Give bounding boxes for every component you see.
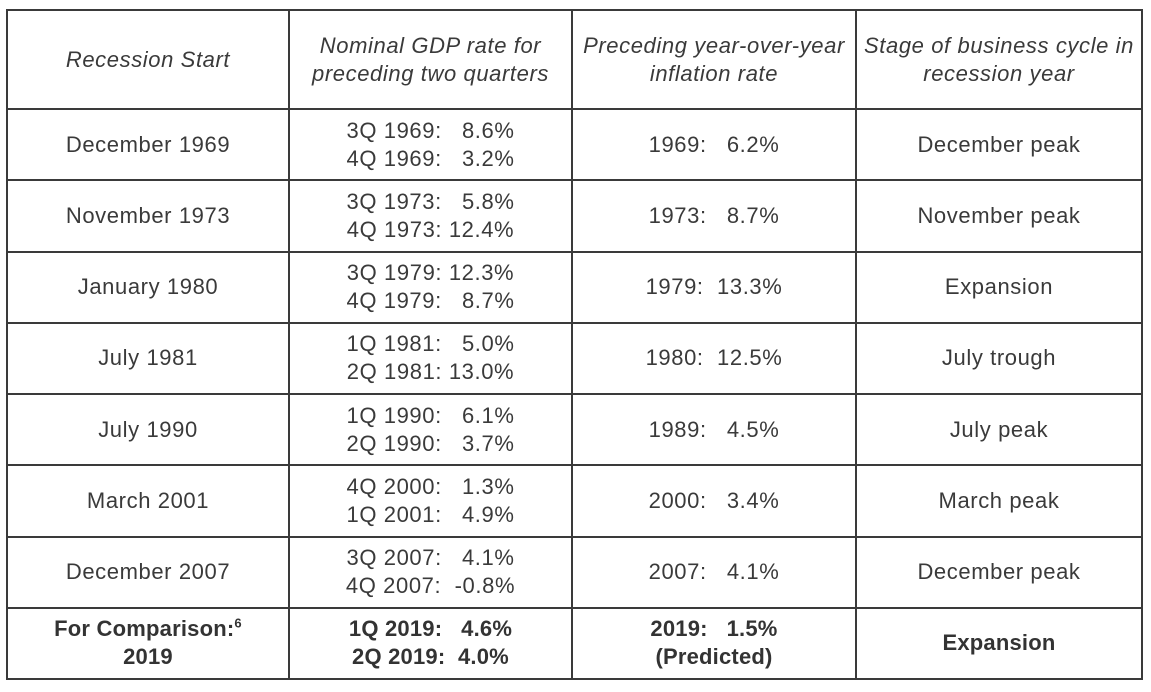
inflation-value: 2000: 3.4% (648, 487, 780, 513)
header-nominal-gdp: Nominal GDP rate for preceding two quart… (288, 9, 573, 110)
gdp-cell: 3Q 1969: 8.6% 4Q 1969: 3.2% (288, 107, 573, 182)
inflation-value: 2007: 4.1% (648, 559, 780, 585)
table-row: January 1980 3Q 1979: 12.3% 4Q 1979: 8.7% 1… (6, 250, 1143, 324)
table-body: December 1969 3Q 1969: 8.6% 4Q 1969: 3.2% 1… (6, 107, 1143, 609)
gdp-line2: 1Q 2001: 4.9% (346, 501, 515, 527)
recession-start-cell: December 1969 (6, 107, 290, 182)
business-cycle-stage-cell: March peak (855, 464, 1143, 538)
gdp-cell: 3Q 1973: 5.8% 4Q 1973: 12.4% (288, 179, 573, 253)
recession-start-cell: March 2001 (6, 464, 290, 538)
inflation-value: 1989: 4.5% (648, 416, 780, 442)
gdp-line1: 1Q 1990: 6.1% (346, 402, 515, 428)
recession-start-cell: November 1973 (6, 179, 290, 253)
inflation-cell: 1989: 4.5% (571, 392, 857, 467)
gdp-line2: 4Q 1979: 8.7% (346, 288, 515, 314)
header-recession-start: Recession Start (6, 9, 290, 110)
business-cycle-stage-cell: December peak (855, 535, 1143, 609)
business-cycle-stage-cell: Expansion (855, 250, 1143, 324)
comparison-inflation-line1: 2019: 1.5% (650, 616, 778, 642)
gdp-line1: 3Q 1979: 12.3% (346, 260, 515, 286)
inflation-value: 1979: 13.3% (645, 274, 783, 300)
recession-table-container: Recession Start Nominal GDP rate for pre… (6, 9, 1143, 681)
recession-start-cell: July 1990 (6, 392, 290, 467)
inflation-value: 1973: 8.7% (648, 202, 780, 228)
inflation-cell: 1973: 8.7% (571, 179, 857, 253)
comparison-inflation-line2: (Predicted) (655, 644, 773, 670)
gdp-line2: 2Q 1990: 3.7% (346, 430, 515, 456)
comparison-body: For Comparison:6 2019 1Q 2019: 4.6% 2Q 2… (6, 606, 1143, 681)
inflation-cell: 1980: 12.5% (571, 321, 857, 396)
gdp-line1: 1Q 1981: 5.0% (346, 331, 515, 357)
header-inflation-rate: Preceding year-over-year inflation rate (571, 9, 857, 110)
gdp-line2: 4Q 1973: 12.4% (346, 216, 515, 242)
comparison-gdp-cell: 1Q 2019: 4.6% 2Q 2019: 4.0% (288, 606, 573, 681)
inflation-cell: 1979: 13.3% (571, 250, 857, 324)
comparison-start-year: 2019 (123, 644, 173, 670)
inflation-cell: 1969: 6.2% (571, 107, 857, 182)
gdp-line2: 2Q 1981: 13.0% (346, 359, 515, 385)
gdp-line2: 4Q 1969: 3.2% (346, 145, 515, 171)
header-business-cycle-stage: Stage of business cycle in recession yea… (855, 9, 1143, 110)
gdp-cell: 1Q 1990: 6.1% 2Q 1990: 3.7% (288, 392, 573, 467)
gdp-line2: 4Q 2007: -0.8% (345, 573, 516, 599)
business-cycle-stage-cell: July peak (855, 392, 1143, 467)
recession-start-cell: December 2007 (6, 535, 290, 609)
business-cycle-stage-cell: December peak (855, 107, 1143, 182)
inflation-cell: 2000: 3.4% (571, 464, 857, 538)
table-row: July 1981 1Q 1981: 5.0% 2Q 1981: 13.0% 1980… (6, 321, 1143, 396)
business-cycle-stage-cell: November peak (855, 179, 1143, 253)
comparison-start-cell: For Comparison:6 2019 (6, 606, 290, 681)
inflation-value: 1980: 12.5% (645, 345, 783, 371)
gdp-cell: 3Q 2007: 4.1% 4Q 2007: -0.8% (288, 535, 573, 609)
footnote-marker: 6 (234, 616, 242, 632)
gdp-line1: 3Q 1973: 5.8% (346, 188, 515, 214)
inflation-value: 1969: 6.2% (648, 131, 780, 157)
comparison-row: For Comparison:6 2019 1Q 2019: 4.6% 2Q 2… (6, 606, 1143, 681)
table-row: December 1969 3Q 1969: 8.6% 4Q 1969: 3.2% 1… (6, 107, 1143, 182)
table-row: July 1990 1Q 1990: 6.1% 2Q 1990: 3.7% 1989:… (6, 392, 1143, 467)
comparison-stage-cell: Expansion (855, 606, 1143, 681)
comparison-inflation-cell: 2019: 1.5% (Predicted) (571, 606, 857, 681)
gdp-cell: 3Q 1979: 12.3% 4Q 1979: 8.7% (288, 250, 573, 324)
comparison-gdp-line2: 2Q 2019: 4.0% (352, 644, 509, 670)
table-row: November 1973 3Q 1973: 5.8% 4Q 1973: 12.4%… (6, 179, 1143, 253)
recession-start-cell: January 1980 (6, 250, 290, 324)
recession-comparison-table: Recession Start Nominal GDP rate for pre… (6, 9, 1143, 681)
table-row: March 2001 4Q 2000: 1.3% 1Q 2001: 4.9% 2000… (6, 464, 1143, 538)
gdp-line1: 4Q 2000: 1.3% (346, 473, 515, 499)
business-cycle-stage-cell: July trough (855, 321, 1143, 396)
gdp-line1: 3Q 2007: 4.1% (346, 545, 515, 571)
gdp-line1: 3Q 1969: 8.6% (346, 117, 515, 143)
table-row: December 2007 3Q 2007: 4.1% 4Q 2007: -0.8%… (6, 535, 1143, 609)
recession-start-cell: July 1981 (6, 321, 290, 396)
gdp-cell: 1Q 1981: 5.0% 2Q 1981: 13.0% (288, 321, 573, 396)
gdp-cell: 4Q 2000: 1.3% 1Q 2001: 4.9% (288, 464, 573, 538)
inflation-cell: 2007: 4.1% (571, 535, 857, 609)
comparison-gdp-line1: 1Q 2019: 4.6% (348, 616, 513, 642)
comparison-start-label: For Comparison: (54, 616, 235, 642)
header-row: Recession Start Nominal GDP rate for pre… (6, 9, 1143, 110)
